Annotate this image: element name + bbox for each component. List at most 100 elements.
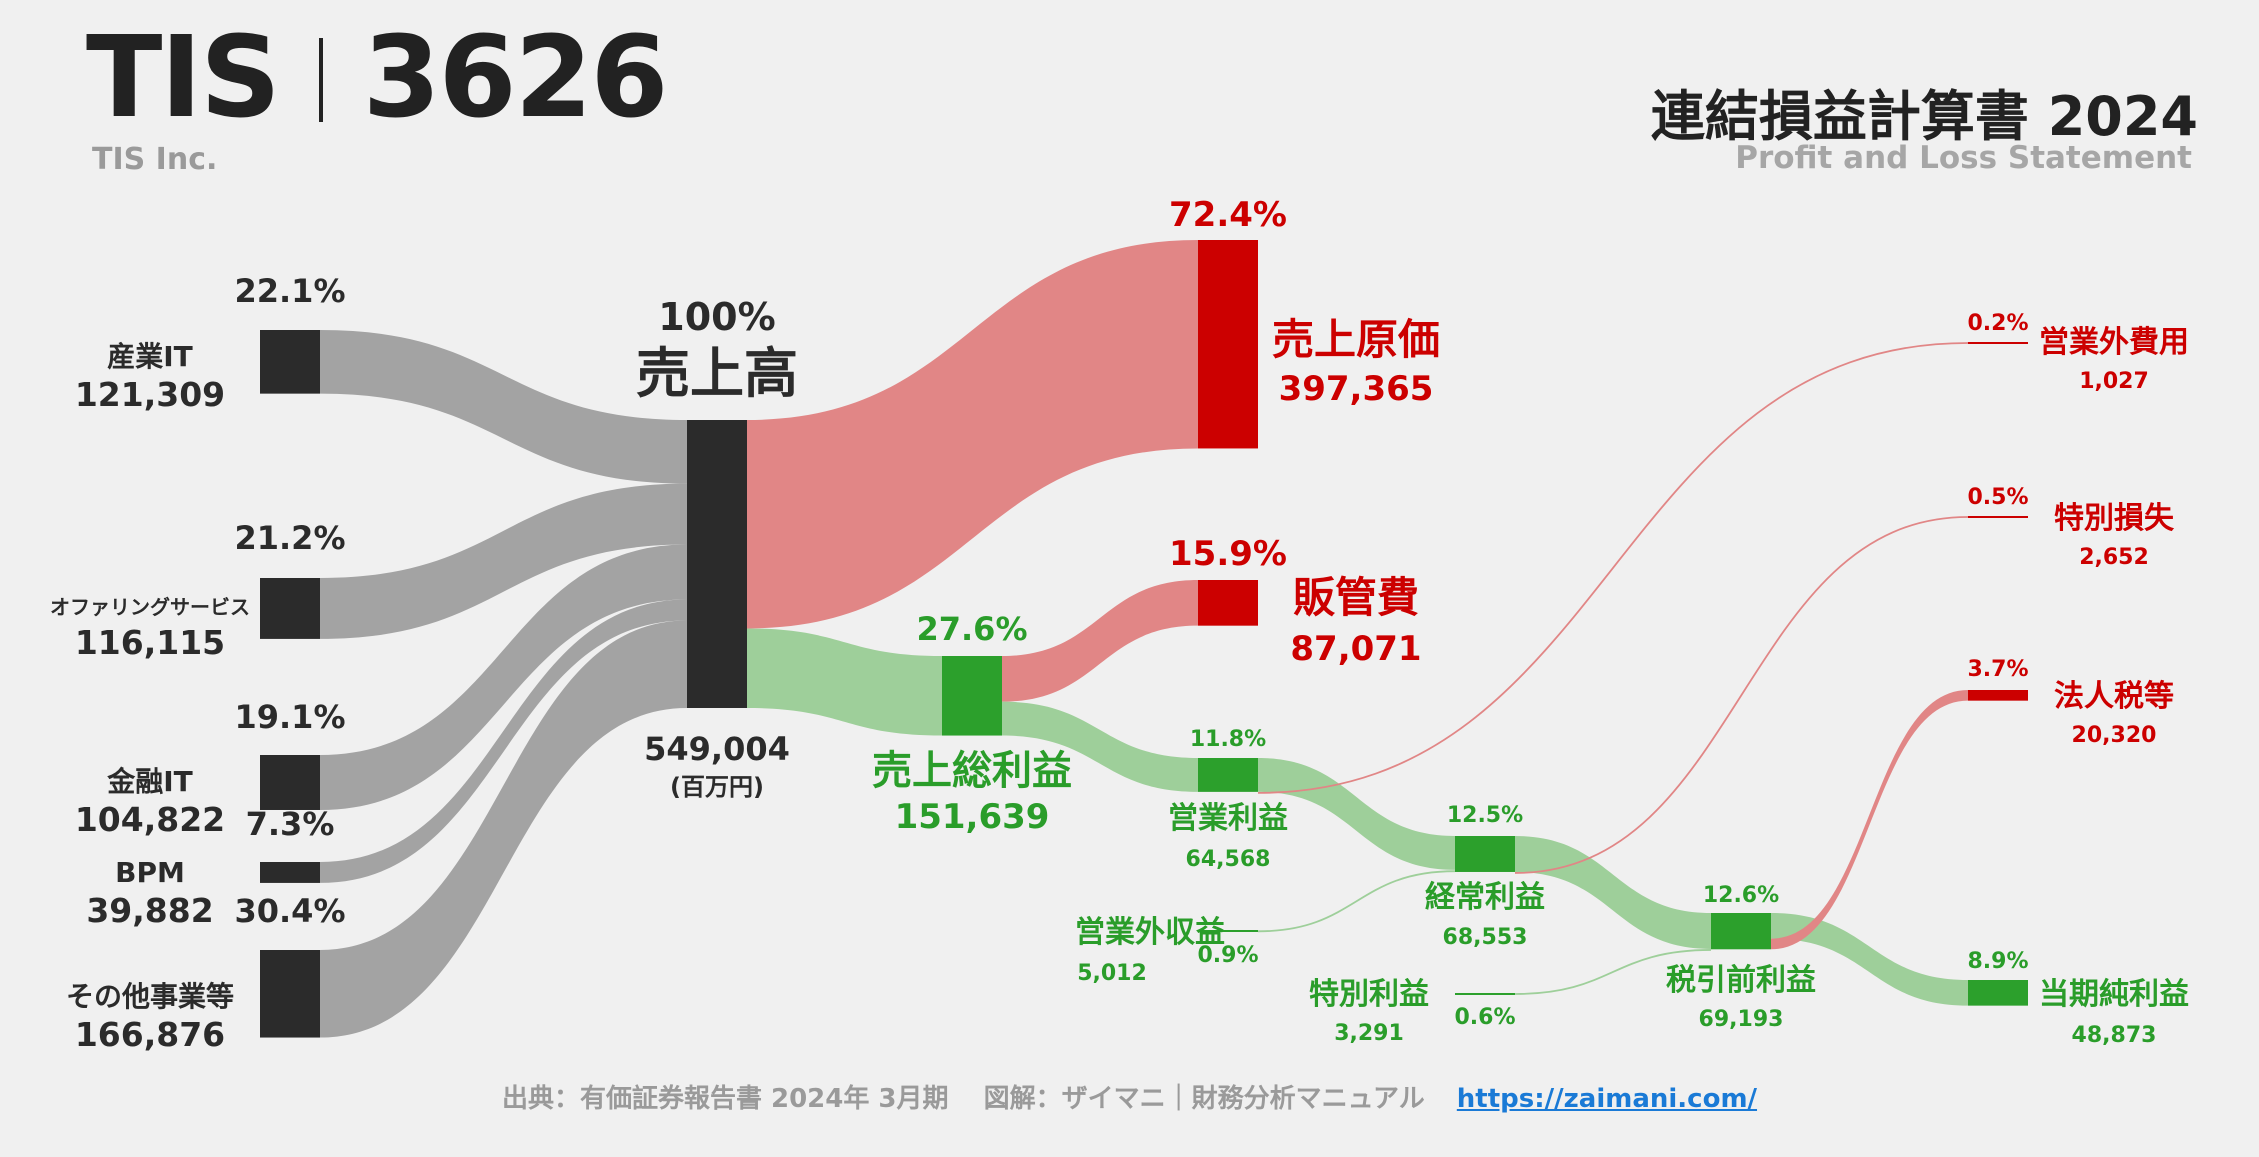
node-tax xyxy=(1968,690,2028,701)
value-sga: 87,071 xyxy=(1290,629,1421,669)
link-ord-to-pti xyxy=(1515,836,1711,949)
pct-bpm: 7.3% xyxy=(246,805,335,843)
node-ni xyxy=(1968,980,2028,1006)
pct-op: 11.8% xyxy=(1190,727,1266,752)
ticker-separator xyxy=(318,38,323,122)
value-ord: 68,553 xyxy=(1443,925,1528,950)
pct-noi: 0.9% xyxy=(1197,943,1258,968)
label-ni: 当期純利益 xyxy=(2039,977,2189,1012)
pct-ord: 12.5% xyxy=(1447,803,1523,828)
footer-source: 出典：有価証券報告書 2024年 3月期 図解：ザイマニ｜財務分析マニュアル xyxy=(501,1084,1425,1114)
label-sga: 販管費 xyxy=(1293,573,1419,622)
label-tax: 法人税等 xyxy=(2054,679,2174,714)
value-exg: 3,291 xyxy=(1334,1021,1404,1046)
label-noi: 営業外収益 xyxy=(1075,915,1225,950)
company-name: TIS Inc. xyxy=(92,142,218,177)
pct-oth: 30.4% xyxy=(234,892,345,930)
label-exg: 特別利益 xyxy=(1309,977,1429,1012)
pct-noe: 0.2% xyxy=(1967,311,2028,336)
link-noi-to-ord xyxy=(1257,870,1456,933)
label-exl: 特別損失 xyxy=(2054,501,2175,536)
node-cogs xyxy=(1198,240,1258,449)
label-off: オファリングサービス xyxy=(50,595,250,619)
link-ind-to-rev xyxy=(320,330,687,484)
value-off: 116,115 xyxy=(75,623,225,662)
pct-fin: 19.1% xyxy=(234,698,345,736)
label-pti: 税引前利益 xyxy=(1666,963,1816,998)
pct-sga: 15.9% xyxy=(1169,534,1287,574)
link-rev-to-gp xyxy=(747,628,942,736)
node-op xyxy=(1198,758,1258,792)
value-noe: 1,027 xyxy=(2079,369,2149,394)
value-gp: 151,639 xyxy=(895,797,1050,837)
value-oth: 166,876 xyxy=(75,1015,225,1054)
link-op-to-ord xyxy=(1258,758,1455,870)
link-gp-to-sga xyxy=(1002,580,1198,702)
unit-label: (百万円) xyxy=(670,773,764,801)
label-gp: 売上総利益 xyxy=(872,748,1072,794)
sankey-nodes xyxy=(260,240,2028,1038)
node-gp xyxy=(942,656,1002,736)
node-noe xyxy=(1968,342,2028,344)
label-op: 営業利益 xyxy=(1168,801,1288,836)
value-fin: 104,822 xyxy=(75,800,225,839)
node-fin xyxy=(260,755,320,810)
pct-ind: 22.1% xyxy=(234,272,345,310)
value-exl: 2,652 xyxy=(2079,545,2149,570)
link-exg-to-pti xyxy=(1514,949,1712,995)
link-off-to-rev xyxy=(320,483,687,639)
label-fin: 金融IT xyxy=(106,765,193,798)
sankey-links xyxy=(320,240,1969,1038)
label-oth: その他事業等 xyxy=(66,980,234,1013)
value-bpm: 39,882 xyxy=(86,891,213,930)
link-oth-to-rev xyxy=(320,620,687,1038)
link-op-to-noe xyxy=(1257,342,1969,794)
node-pti xyxy=(1711,913,1771,950)
chart-subtitle: Profit and Loss Statement xyxy=(1735,140,2192,176)
footer-link[interactable]: https://zaimani.com/ xyxy=(1456,1084,1758,1114)
node-sga xyxy=(1198,580,1258,626)
link-fin-to-rev xyxy=(320,544,687,810)
value-tax: 20,320 xyxy=(2072,723,2157,748)
label-ord: 経常利益 xyxy=(1425,880,1545,915)
value-noi: 5,012 xyxy=(1077,961,1147,986)
value-op: 64,568 xyxy=(1186,847,1271,872)
pct-exl: 0.5% xyxy=(1967,485,2028,510)
value-pti: 69,193 xyxy=(1699,1007,1784,1032)
label-bpm: BPM xyxy=(115,856,185,889)
label-cogs: 売上原価 xyxy=(1272,315,1440,364)
pct-pti: 12.6% xyxy=(1703,883,1779,908)
pct-rev: 100% xyxy=(658,295,775,339)
ticker-name: TIS xyxy=(86,13,281,143)
chart-title: 連結損益計算書 2024 xyxy=(1650,85,2198,148)
node-ind xyxy=(260,330,320,394)
pct-tax: 3.7% xyxy=(1967,657,2028,682)
link-ord-to-exl xyxy=(1514,516,1969,874)
ticker-heading: TIS 3626 xyxy=(86,22,668,134)
value-ind: 121,309 xyxy=(75,375,225,414)
link-pti-to-tax xyxy=(1771,690,1968,950)
node-exg xyxy=(1455,993,1515,995)
ticker-code: 3626 xyxy=(362,13,669,143)
node-rev xyxy=(687,420,747,708)
value-cogs: 397,365 xyxy=(1279,369,1434,409)
pct-off: 21.2% xyxy=(234,519,345,557)
footer: 出典：有価証券報告書 2024年 3月期 図解：ザイマニ｜財務分析マニュアル ht… xyxy=(0,1078,2259,1115)
pct-ni: 8.9% xyxy=(1967,949,2028,974)
label-rev: 売上高 xyxy=(636,342,798,405)
label-ind: 産業IT xyxy=(107,340,193,373)
link-gp-to-op xyxy=(1002,701,1198,792)
label-noe: 営業外費用 xyxy=(2039,325,2189,360)
link-pti-to-ni xyxy=(1771,913,1968,1006)
pct-gp: 27.6% xyxy=(916,610,1027,648)
link-bpm-to-rev xyxy=(320,599,687,883)
node-exl xyxy=(1968,516,2028,518)
value-rev: 549,004 xyxy=(644,730,790,768)
node-noi xyxy=(1198,930,1258,932)
link-rev-to-cogs xyxy=(747,240,1198,629)
pct-cogs: 72.4% xyxy=(1169,195,1287,235)
node-ord xyxy=(1455,836,1515,872)
value-ni: 48,873 xyxy=(2072,1023,2157,1048)
